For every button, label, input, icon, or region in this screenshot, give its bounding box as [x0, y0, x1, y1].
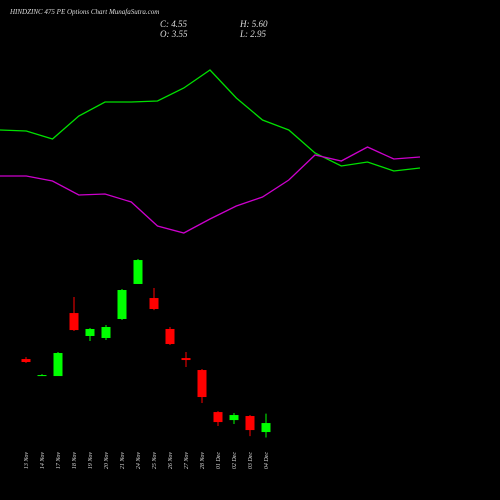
candle-body [37, 375, 47, 377]
x-tick-label: 28 Nov [200, 452, 206, 470]
x-tick-label: 13 Nov [24, 452, 30, 470]
x-tick-label: 24 Nov [135, 452, 142, 470]
candle-body [213, 412, 223, 423]
x-tick-label: 25 Nov [152, 452, 158, 470]
chart-title: HINDZINC 475 PE Options Chart MunafaSutr… [9, 8, 159, 16]
candle-body [53, 353, 63, 377]
candle-body [245, 416, 255, 431]
candle-body [149, 298, 159, 310]
ohlc-high: H: 5.60 [239, 19, 268, 29]
x-tick-label: 14 Nov [39, 452, 46, 470]
x-tick-label: 26 Nov [168, 452, 174, 470]
x-tick-label: 20 Nov [104, 452, 110, 470]
candle-body [101, 327, 111, 338]
candle-body [197, 370, 207, 398]
x-tick-label: 18 Nov [72, 452, 78, 470]
candle-body [229, 415, 239, 421]
ohlc-low: L: 2.95 [239, 29, 267, 39]
candle-body [69, 313, 79, 331]
x-tick-label: 04 Dec [263, 452, 270, 469]
candle-body [85, 328, 95, 337]
indicator-line [0, 69, 421, 172]
candle-body [133, 260, 143, 284]
ohlc-close: C: 4.55 [160, 19, 188, 29]
candle-body [181, 358, 191, 361]
x-tick-label: 01 Dec [216, 452, 222, 469]
x-tick-label: 19 Nov [88, 452, 94, 470]
x-tick-label: 02 Dec [232, 452, 238, 469]
candle-body [165, 328, 175, 345]
ohlc-open: O: 3.55 [160, 29, 188, 39]
x-tick-label: 21 Nov [120, 452, 126, 470]
x-tick-label: 03 Dec [248, 452, 254, 469]
candle-body [261, 423, 271, 433]
x-tick-label: 27 Nov [184, 452, 190, 470]
indicator-line [0, 146, 421, 234]
candle-body [117, 290, 127, 319]
candle-body [21, 359, 31, 363]
x-tick-label: 17 Nov [56, 452, 62, 470]
